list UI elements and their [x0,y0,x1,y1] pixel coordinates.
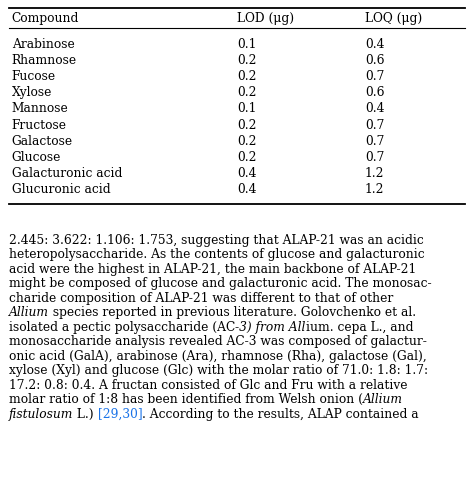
Text: 0.6: 0.6 [365,54,384,67]
Text: 0.4: 0.4 [237,167,256,180]
Text: 2.445: 3.622: 1.106: 1.753, suggesting that ALAP-21 was an acidic: 2.445: 3.622: 1.106: 1.753, suggesting t… [9,234,424,247]
Text: 0.1: 0.1 [237,103,256,115]
Text: 0.7: 0.7 [365,70,384,83]
Text: 0.2: 0.2 [237,70,256,83]
Text: [29,30]: [29,30] [98,408,143,421]
Text: xylose (Xyl) and glucose (Glc) with the molar ratio of 71.0: 1.8: 1.7:: xylose (Xyl) and glucose (Glc) with the … [9,365,428,377]
Text: 0.2: 0.2 [237,118,256,132]
Text: Allium: Allium [363,393,403,406]
Text: might be composed of glucose and galacturonic acid. The monosac-: might be composed of glucose and galactu… [9,277,432,290]
Text: onic acid (GalA), arabinose (Ara), rhamnose (Rha), galactose (Gal),: onic acid (GalA), arabinose (Ara), rhamn… [9,350,427,363]
Text: 0.7: 0.7 [365,135,384,148]
Text: heteropolysaccharide. As the contents of glucose and galacturonic: heteropolysaccharide. As the contents of… [9,249,425,262]
Text: Galacturonic acid: Galacturonic acid [12,167,122,180]
Text: Compound: Compound [12,11,79,24]
Text: -3) from All: -3) from All [235,321,306,334]
Text: Glucose: Glucose [12,151,61,164]
Text: 0.2: 0.2 [237,135,256,148]
Text: LOQ (μg): LOQ (μg) [365,11,422,24]
Text: monosaccharide analysis revealed AC-3 was composed of galactur-: monosaccharide analysis revealed AC-3 wa… [9,335,427,348]
Text: 0.2: 0.2 [237,151,256,164]
Text: 17.2: 0.8: 0.4. A fructan consisted of Glc and Fru with a relative: 17.2: 0.8: 0.4. A fructan consisted of G… [9,379,408,392]
Text: species reported in previous literature. Golovchenko et al.: species reported in previous literature.… [49,307,416,319]
Text: Galactose: Galactose [12,135,73,148]
Text: fistulosum: fistulosum [9,408,73,421]
Text: 1.2: 1.2 [365,183,384,196]
Text: 0.7: 0.7 [365,151,384,164]
Text: 0.2: 0.2 [237,54,256,67]
Text: isolated a pectic polysaccharide (AC: isolated a pectic polysaccharide (AC [9,321,235,334]
Text: acid were the highest in ALAP-21, the main backbone of ALAP-21: acid were the highest in ALAP-21, the ma… [9,263,416,276]
Text: 0.6: 0.6 [365,86,384,99]
Text: . According to the results, ALAP contained a: . According to the results, ALAP contain… [143,408,419,421]
Text: 0.4: 0.4 [237,183,256,196]
Text: Rhamnose: Rhamnose [12,54,77,67]
Text: 0.2: 0.2 [237,86,256,99]
Text: Fructose: Fructose [12,118,67,132]
Text: 0.7: 0.7 [365,118,384,132]
Text: Xylose: Xylose [12,86,52,99]
Text: 0.1: 0.1 [237,37,256,50]
Text: ium. cepa L., and: ium. cepa L., and [306,321,413,334]
Text: charide composition of ALAP-21 was different to that of other: charide composition of ALAP-21 was diffe… [9,292,393,305]
Text: 1.2: 1.2 [365,167,384,180]
Text: LOD (μg): LOD (μg) [237,11,294,24]
Text: Fucose: Fucose [12,70,56,83]
Text: Mannose: Mannose [12,103,69,115]
Text: Arabinose: Arabinose [12,37,74,50]
Text: Allium: Allium [9,307,49,319]
Text: molar ratio of 1:8 has been identified from Welsh onion (: molar ratio of 1:8 has been identified f… [9,393,363,406]
Text: 0.4: 0.4 [365,37,384,50]
Text: L.): L.) [73,408,98,421]
Text: Glucuronic acid: Glucuronic acid [12,183,110,196]
Text: 0.4: 0.4 [365,103,384,115]
